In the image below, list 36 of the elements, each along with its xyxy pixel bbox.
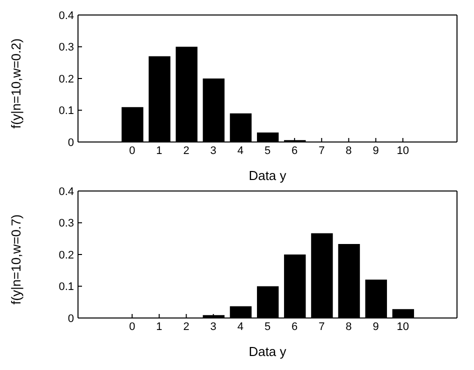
x-tick-label: 6 — [292, 320, 298, 333]
x-axis-title: Data y — [248, 168, 287, 183]
y-tick-label: 0.3 — [58, 218, 74, 230]
x-tick-label: 1 — [156, 320, 162, 333]
x-tick-label: 5 — [264, 144, 271, 157]
y-tick-label: 0.4 — [58, 186, 74, 198]
x-tick-label: 4 — [237, 320, 244, 333]
x-tick-label: 8 — [346, 320, 352, 333]
x-tick-label: 1 — [156, 144, 162, 157]
x-tick-label: 0 — [129, 144, 136, 157]
y-tick-label: 0.3 — [58, 42, 74, 54]
x-tick-label: 10 — [396, 320, 409, 333]
y-axis-title: f(y|n=10,w=0.2) — [8, 38, 24, 128]
x-tick-label: 4 — [237, 144, 244, 157]
y-tick-label: 0.4 — [58, 10, 74, 22]
x-tick-label: 3 — [210, 320, 216, 333]
y-tick-label: 0.2 — [58, 73, 74, 86]
x-tick-label: 7 — [318, 320, 325, 333]
x-tick-label: 10 — [396, 144, 409, 157]
x-tick-label: 8 — [346, 144, 352, 157]
y-axis-title: f(y|n=10,w=0.7) — [8, 214, 24, 304]
x-tick-label: 9 — [372, 320, 379, 333]
y-tick-label: 0 — [68, 136, 74, 149]
x-tick-label: 6 — [292, 144, 298, 157]
x-tick-label: 7 — [318, 144, 325, 157]
y-tick-label: 0.2 — [58, 249, 74, 262]
y-tick-label: 0.1 — [58, 281, 74, 294]
x-tick-label: 5 — [264, 320, 271, 333]
x-axis-title: Data y — [248, 344, 287, 359]
x-tick-label: 2 — [183, 144, 190, 157]
x-tick-label: 2 — [183, 320, 190, 333]
x-tick-label: 3 — [210, 144, 216, 157]
y-tick-label: 0.1 — [58, 105, 74, 118]
x-tick-label: 0 — [129, 320, 136, 333]
y-tick-label: 0 — [68, 312, 74, 325]
x-tick-label: 9 — [372, 144, 379, 157]
